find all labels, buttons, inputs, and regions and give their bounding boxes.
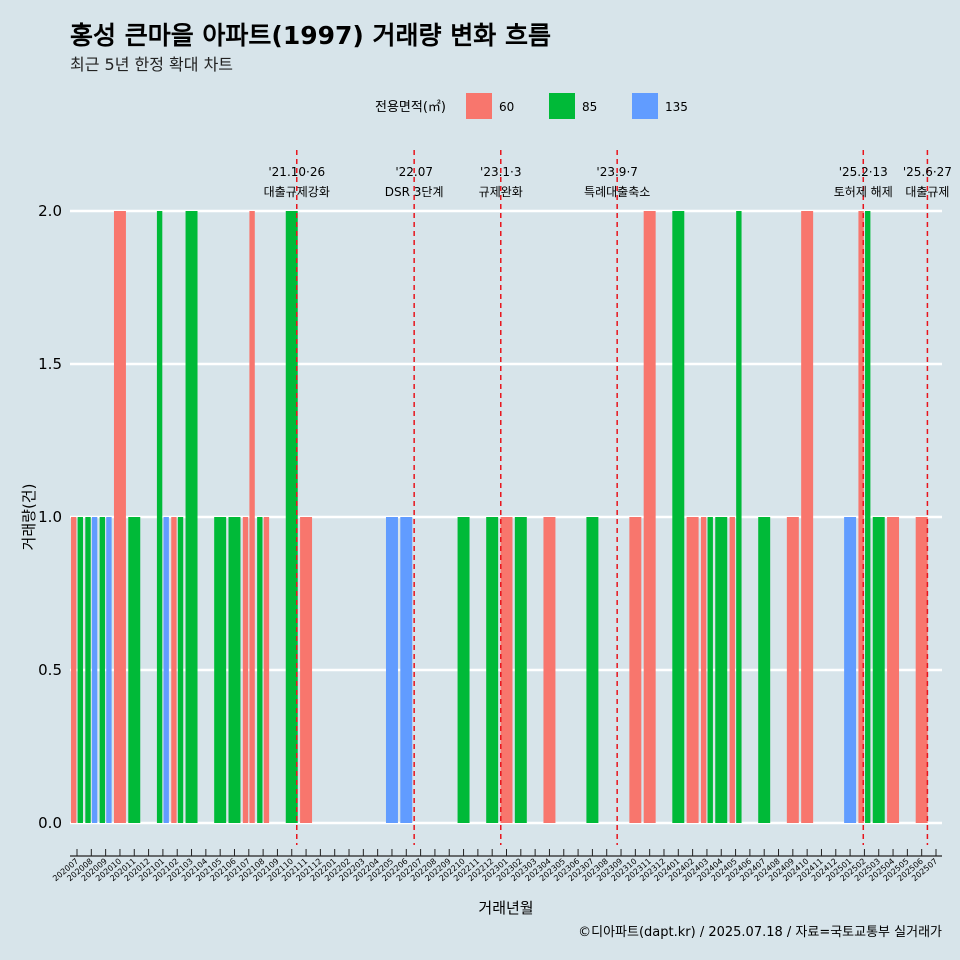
y-tick-label: 2.0 (38, 202, 62, 220)
bar-202310-60 (629, 517, 642, 823)
bar-202102-60 (171, 517, 177, 823)
bar-202404-85 (715, 517, 728, 823)
legend-label-135: 135 (665, 100, 688, 114)
legend-label-60: 60 (499, 100, 514, 114)
bar-202007-85 (77, 517, 83, 823)
bar-202110-85 (285, 211, 298, 823)
x-axis-title: 거래년월 (478, 899, 533, 917)
legend: 전용면적(㎡) 60 85 135 (375, 93, 688, 119)
bar-202301-60 (500, 517, 513, 823)
y-tick-label: 0.5 (38, 661, 62, 679)
y-tick-label: 1.0 (38, 508, 62, 526)
bar-202405-60 (729, 517, 735, 823)
bar-202307-85 (586, 517, 599, 823)
bar-202405-85 (736, 211, 742, 823)
bar-202007-60 (71, 517, 77, 823)
event-label: 토허제 해제 (834, 185, 893, 199)
chart-title: 홍성 큰마을 아파트(1997) 거래량 변화 흐름 (70, 21, 551, 50)
bar-202008-135 (91, 517, 98, 823)
bar-202107-60 (242, 517, 249, 823)
bar-202302-85 (514, 517, 527, 823)
y-tick-label: 0.0 (38, 814, 62, 832)
legend-label-85: 85 (582, 100, 597, 114)
event-date-label: '25.6·27 (903, 165, 952, 179)
bar-202108-85 (257, 517, 263, 823)
event-label: 특례대출축소 (584, 185, 650, 199)
bar-202111-60 (300, 517, 313, 823)
legend-swatch-135 (632, 93, 658, 119)
chart-caption: ©디아파트(dapt.kr) / 2025.07.18 / 자료=국토교통부 실… (578, 925, 942, 940)
bar-202501-135 (844, 517, 857, 823)
bar-202108-60 (263, 517, 270, 823)
bar-202103-85 (185, 211, 198, 823)
bar-202009-135 (106, 517, 112, 823)
event-date-label: '21.10·26 (268, 165, 325, 179)
bar-202101-85 (156, 211, 163, 823)
bar-202206-135 (400, 517, 413, 823)
event-date-label: '22.07 (395, 165, 433, 179)
bar-202212-85 (486, 517, 499, 823)
bar-202105-85 (214, 517, 227, 823)
bar-202101-135 (163, 517, 169, 823)
bar-202311-60 (643, 211, 656, 823)
bar-202409-60 (786, 517, 799, 823)
bar-202205-135 (385, 517, 398, 823)
bar-202107-60 (249, 211, 255, 823)
bar-202410-60 (801, 211, 814, 823)
event-date-label: '23.9·7 (596, 165, 637, 179)
bar-202009-85 (99, 517, 106, 823)
bar-202011-85 (128, 517, 141, 823)
bar-202502-85 (865, 211, 871, 823)
bar-202008-85 (85, 517, 91, 823)
event-label: 규제완화 (479, 185, 523, 199)
event-label: 대출규제 (905, 185, 949, 199)
y-axis-title: 거래량(건) (20, 484, 38, 551)
x-axis: 2020072020082020092020102020112020122021… (51, 849, 942, 883)
y-axis: 0.0 0.5 1.0 1.5 2.0 (38, 202, 62, 832)
bar-202401-85 (672, 211, 685, 823)
bar-202407-85 (758, 517, 771, 823)
legend-swatch-85 (549, 93, 575, 119)
event-label: 대출규제강화 (264, 185, 330, 199)
y-tick-label: 1.5 (38, 355, 62, 373)
bar-202506-60 (915, 517, 928, 823)
chart-subtitle: 최근 5년 한정 확대 차트 (70, 55, 233, 74)
bar-202503-85 (872, 517, 885, 823)
bar-202403-60 (700, 517, 707, 823)
bar-202102-85 (177, 517, 184, 823)
bar-202210-85 (457, 517, 470, 823)
event-lines: '21.10·26 대출규제강화 '22.07 DSR 3단계 '23.1·3 규제완화 '… (264, 150, 952, 845)
bar-202402-60 (686, 517, 699, 823)
bar-202304-60 (543, 517, 556, 823)
bars (71, 211, 928, 823)
bar-202010-60 (113, 211, 126, 823)
legend-title: 전용면적(㎡) (375, 100, 446, 115)
event-label: DSR 3단계 (385, 185, 444, 199)
legend-swatch-60 (466, 93, 492, 119)
bar-202504-60 (887, 517, 900, 823)
bar-202403-85 (707, 517, 713, 823)
event-date-label: '23.1·3 (480, 165, 521, 179)
bar-202502-60 (858, 211, 864, 823)
bar-202106-85 (228, 517, 241, 823)
event-date-label: '25.2·13 (839, 165, 888, 179)
